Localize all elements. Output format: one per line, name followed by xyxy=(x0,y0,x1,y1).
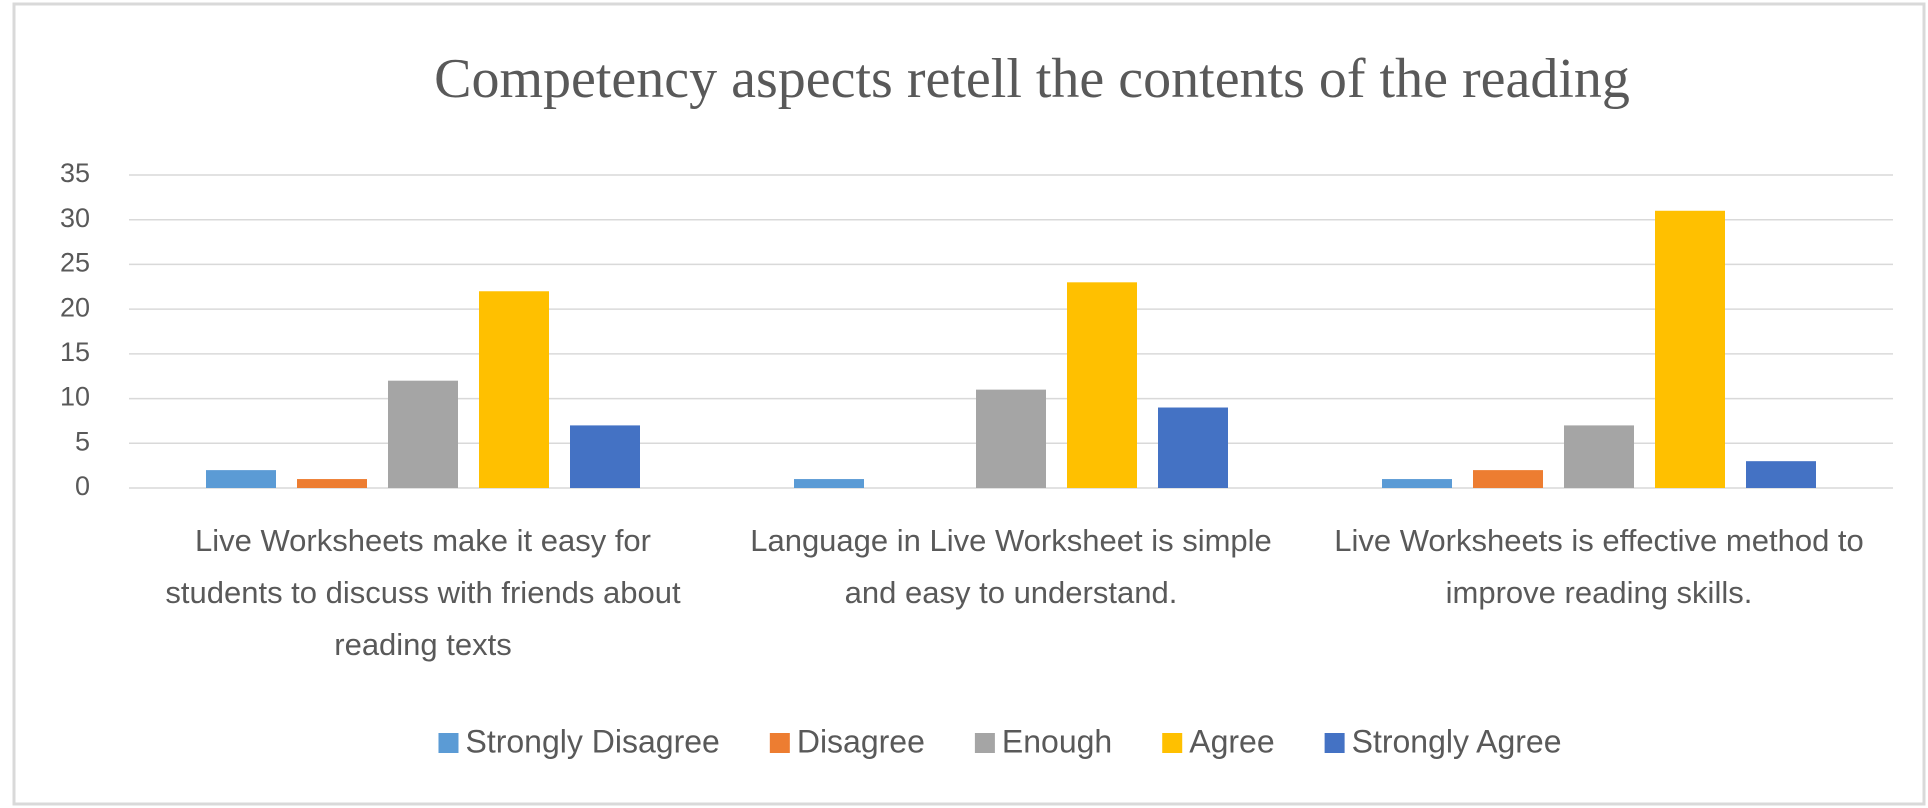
legend-label: Enough xyxy=(1002,723,1112,759)
x-tick-label-line: and easy to understand. xyxy=(845,575,1178,610)
chart-border xyxy=(12,2,1926,806)
bar xyxy=(206,470,276,488)
legend-label: Strongly Agree xyxy=(1352,723,1562,759)
legend-swatch xyxy=(438,733,459,753)
bar xyxy=(1382,479,1452,488)
bar xyxy=(1564,425,1634,488)
x-tick-label-line: Language in Live Worksheet is simple xyxy=(750,523,1272,558)
bar xyxy=(976,389,1046,488)
bar xyxy=(1746,461,1816,488)
legend-swatch xyxy=(1162,733,1183,753)
bar xyxy=(297,479,367,488)
legend-swatch xyxy=(974,733,995,753)
y-tick-label: 20 xyxy=(60,292,90,322)
y-tick-label: 15 xyxy=(60,337,90,367)
y-tick-label: 35 xyxy=(60,158,90,188)
bar xyxy=(1655,210,1725,488)
x-tick-label-line: improve reading skills. xyxy=(1446,575,1753,610)
legend-label: Strongly Disagree xyxy=(465,723,719,759)
x-tick-label-line: reading texts xyxy=(334,627,512,662)
bar xyxy=(794,479,864,488)
bar xyxy=(1158,407,1228,488)
legend: Strongly Disagree Disagree Enough Agree Stro… xyxy=(438,723,1562,759)
legend-swatch xyxy=(1324,733,1345,753)
bar xyxy=(1473,470,1543,488)
x-tick-label: Language in Live Worksheet is simple and … xyxy=(750,523,1272,610)
x-tick-label-line: Live Worksheets is effective method to xyxy=(1334,523,1864,558)
bar xyxy=(479,291,549,488)
y-tick-label: 5 xyxy=(75,426,90,456)
legend-swatch xyxy=(769,733,790,753)
x-tick-label: Live Worksheets make it easy for students… xyxy=(165,523,681,662)
x-tick-label-line: Live Worksheets make it easy for xyxy=(195,523,651,558)
y-tick-label: 10 xyxy=(60,382,90,412)
bar xyxy=(1067,282,1137,488)
bar xyxy=(570,425,640,488)
y-tick-label: 25 xyxy=(60,248,90,278)
y-tick-label: 0 xyxy=(75,471,90,501)
y-tick-label: 30 xyxy=(60,203,90,233)
legend-label: Agree xyxy=(1189,723,1274,759)
chart-title: Competency aspects retell the contents o… xyxy=(434,48,1630,110)
legend-label: Disagree xyxy=(797,723,925,759)
x-tick-label-line: students to discuss with friends about xyxy=(165,575,681,610)
bar xyxy=(388,380,458,488)
x-tick-label: Live Worksheets is effective method to im… xyxy=(1334,523,1864,610)
